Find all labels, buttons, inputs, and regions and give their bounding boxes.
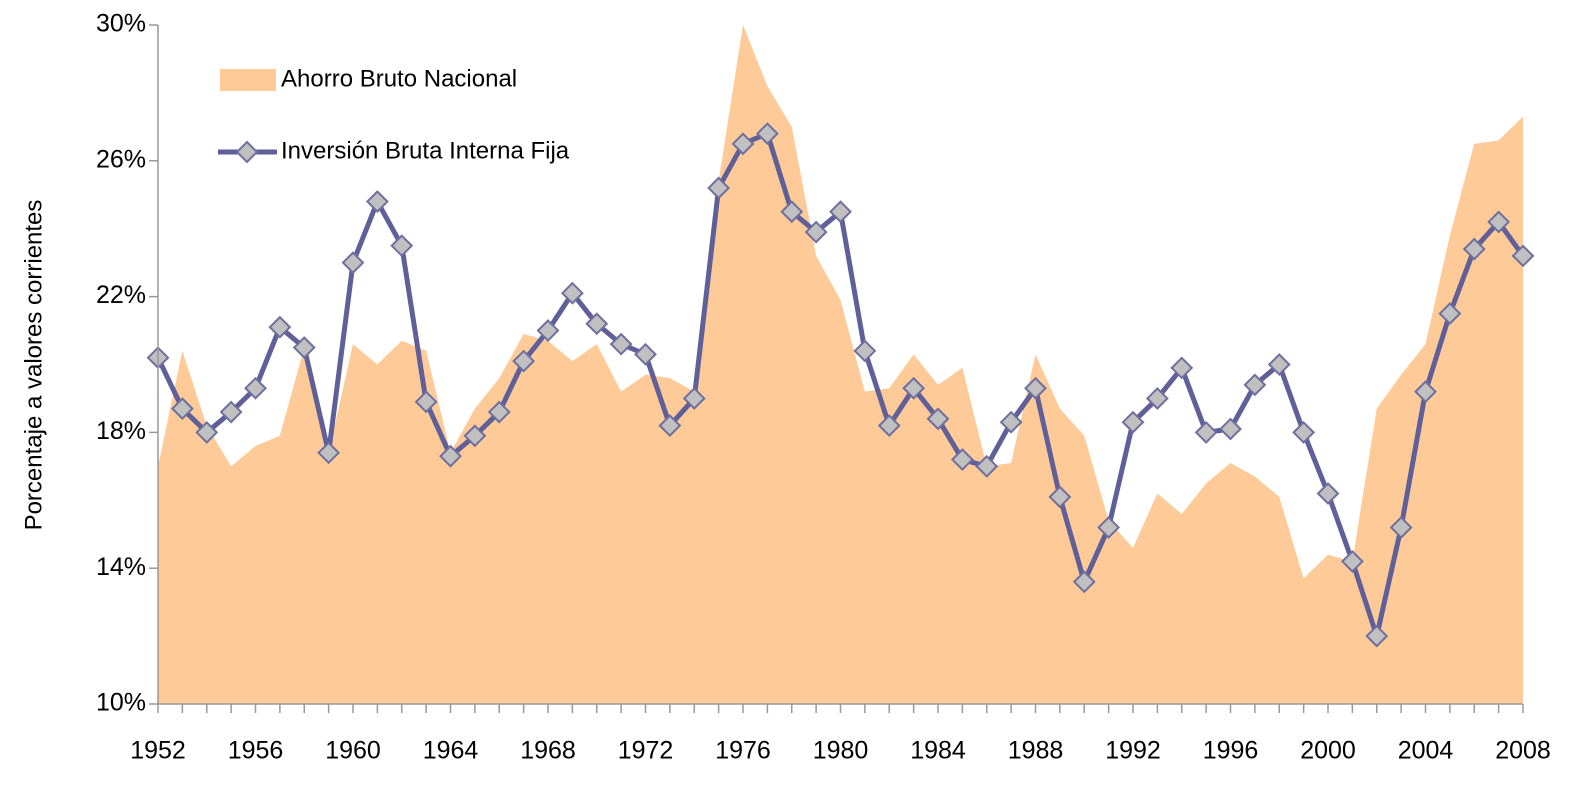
marker: [1048, 485, 1072, 509]
x-tick-label: 2008: [1495, 737, 1551, 765]
marker: [512, 349, 536, 373]
marker: [804, 220, 828, 244]
marker: [585, 312, 609, 336]
x-tick-label: 1984: [910, 737, 966, 765]
marker: [341, 251, 365, 275]
marker: [170, 397, 194, 421]
marker: [658, 414, 682, 438]
marker: [975, 454, 999, 478]
marker: [1365, 624, 1389, 648]
marker: [390, 234, 414, 258]
area: [158, 25, 1523, 704]
marker: [414, 390, 438, 414]
x-tick-label: 1956: [228, 737, 284, 765]
y-tick-label: 10%: [96, 689, 146, 717]
marker: [634, 342, 657, 366]
marker: [1511, 244, 1535, 268]
y-tick-label: 22%: [96, 281, 146, 309]
marker: [1389, 516, 1413, 539]
marker: [1243, 373, 1267, 397]
marker: [1438, 302, 1462, 325]
marker: [292, 336, 316, 359]
y-tick-label: 14%: [96, 553, 146, 581]
x-tick-label: 1996: [1203, 737, 1259, 765]
marker: [999, 410, 1023, 434]
marker: [1462, 237, 1486, 261]
x-tick-label: 1980: [813, 737, 869, 765]
marker: [780, 200, 804, 224]
marker: [195, 420, 219, 444]
y-tick-label: 18%: [96, 417, 146, 445]
marker: [1414, 380, 1437, 404]
marker: [1487, 210, 1511, 234]
marker: [560, 281, 584, 305]
legend-swatch: [220, 69, 276, 91]
marker: [268, 315, 292, 339]
x-tick-label: 1964: [423, 737, 479, 765]
marker: [1072, 570, 1096, 594]
legend-label: Inversión Bruta Interna Fija: [281, 137, 570, 164]
y-tick-label: 26%: [96, 145, 146, 173]
marker: [1170, 356, 1194, 380]
y-tick-label: 30%: [96, 10, 146, 38]
legend-marker: [235, 140, 259, 164]
marker: [1316, 482, 1340, 505]
marker: [853, 339, 877, 363]
marker: [926, 407, 950, 431]
marker: [950, 448, 974, 471]
marker: [707, 176, 731, 200]
marker: [829, 200, 852, 224]
marker: [682, 387, 706, 410]
x-tick-label: 1960: [325, 737, 381, 765]
x-tick-label: 1976: [715, 737, 771, 765]
x-tick-label: 2000: [1300, 737, 1356, 765]
x-tick-label: 1968: [520, 737, 576, 765]
marker: [463, 424, 487, 448]
marker: [536, 319, 560, 342]
legend-label: Ahorro Bruto Nacional: [281, 65, 517, 92]
x-tick-label: 1992: [1105, 737, 1161, 765]
marker: [1024, 376, 1047, 400]
x-tick-label: 1988: [1008, 737, 1064, 765]
marker: [731, 132, 755, 156]
marker: [439, 444, 462, 468]
marker: [1097, 516, 1121, 539]
x-tick-label: 1952: [130, 737, 186, 765]
y-axis-label: Porcentaje a valores corrientes: [20, 200, 47, 531]
marker: [365, 190, 389, 213]
marker: [219, 400, 243, 424]
marker: [877, 414, 901, 438]
marker: [1194, 420, 1218, 444]
marker: [1340, 549, 1364, 573]
marker: [609, 332, 633, 356]
marker: [902, 376, 926, 400]
marker: [487, 400, 511, 424]
marker: [1145, 387, 1169, 410]
marker: [1219, 417, 1242, 441]
x-tick-label: 1972: [618, 737, 674, 765]
marker: [317, 441, 341, 465]
marker: [1121, 410, 1145, 434]
marker: [244, 376, 267, 400]
marker: [1292, 420, 1316, 444]
marker: [1267, 353, 1291, 376]
x-tick-label: 2004: [1398, 737, 1454, 765]
marker: [755, 122, 779, 146]
